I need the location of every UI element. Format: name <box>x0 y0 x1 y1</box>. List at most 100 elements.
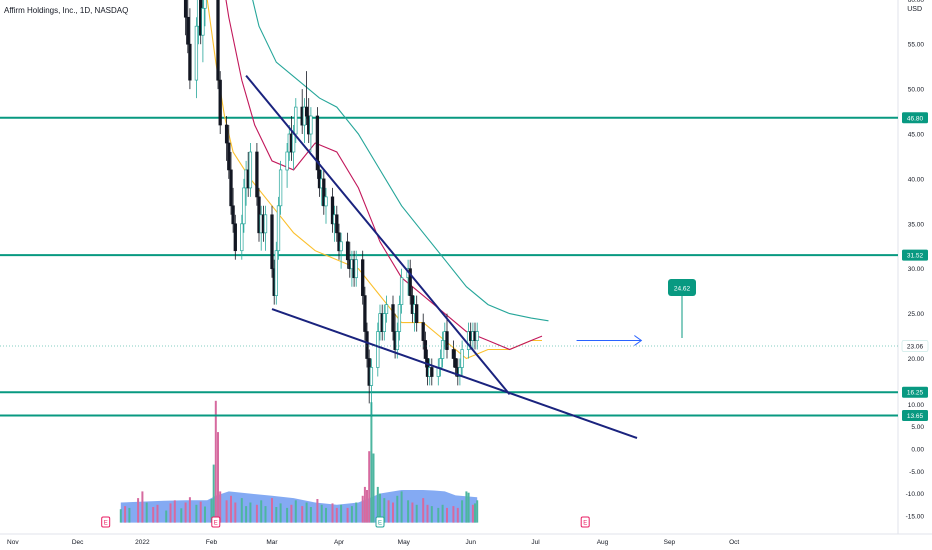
volume-bar <box>245 506 248 523</box>
candle-body <box>440 340 445 359</box>
volume-bar <box>379 493 381 523</box>
volume-tick-label: -15.00 <box>906 513 925 520</box>
volume-bar <box>476 500 479 523</box>
candle-body <box>183 0 188 18</box>
time-axis-label: 2022 <box>135 539 150 546</box>
volume-bar <box>387 500 390 523</box>
candle-body <box>339 241 343 252</box>
candle-body <box>229 169 233 207</box>
price-tick-label: 40.00 <box>908 176 925 183</box>
volume-tick-label: 10.00 <box>908 402 925 409</box>
volume-bar <box>128 507 131 523</box>
level-price-tag-label: 13.65 <box>907 413 924 420</box>
candle-body <box>354 259 358 279</box>
candle-body <box>231 205 235 225</box>
volume-bar <box>249 502 252 523</box>
candle-body <box>324 196 328 207</box>
volume-bar <box>225 500 228 523</box>
level-price-tag <box>902 410 928 421</box>
candle-body <box>233 223 237 252</box>
time-axis-label: Aug <box>597 539 609 546</box>
candle-body <box>365 331 369 359</box>
volume-bar <box>400 491 403 523</box>
volume-bar <box>217 432 219 523</box>
volume-bar <box>180 508 183 523</box>
volume-bar <box>165 510 168 523</box>
time-axis-label: Feb <box>206 539 218 546</box>
price-tick-label: 55.00 <box>908 42 925 49</box>
earnings-event-label: E <box>583 521 587 527</box>
volume-bar <box>286 507 289 523</box>
candle-body <box>248 151 253 189</box>
level-price-tag <box>902 386 928 398</box>
candle-body <box>294 106 298 135</box>
projection-arrow-head <box>634 335 643 346</box>
earnings-event-marker <box>375 516 385 528</box>
candle-body <box>397 304 402 332</box>
volume-bar <box>350 506 353 523</box>
volume-bar <box>145 502 148 523</box>
volume-bar <box>363 486 366 523</box>
moving-average-line <box>206 0 542 360</box>
candle-body <box>335 214 339 234</box>
volume-bar <box>301 506 304 523</box>
volume-bar <box>294 500 297 523</box>
volume-bar <box>199 501 202 523</box>
volume-bar <box>204 506 206 523</box>
candle-body <box>274 250 278 296</box>
candle-body <box>218 79 222 126</box>
candle-body <box>445 331 449 350</box>
volume-bar <box>141 491 144 523</box>
wedge-trendline <box>245 74 511 396</box>
volume-bar <box>173 500 176 523</box>
volume-bar <box>279 503 282 523</box>
volume-bar <box>461 500 464 523</box>
volume-bar <box>471 504 474 523</box>
volume-bar <box>392 502 394 523</box>
candle-body <box>430 367 434 377</box>
earnings-event-marker <box>211 516 221 528</box>
time-axis-label: Dec <box>72 539 84 546</box>
time-axis-label: Oct <box>729 539 739 546</box>
volume-bar <box>169 503 172 523</box>
candle-body <box>194 25 199 81</box>
volume-bar <box>124 506 127 523</box>
volume-bar <box>346 507 349 523</box>
price-tick-label: 25.00 <box>908 311 925 318</box>
volume-bar <box>119 509 122 523</box>
volume-bar <box>340 504 343 523</box>
volume-bar <box>234 502 237 523</box>
candle-body <box>278 169 283 207</box>
candle-body <box>453 358 458 368</box>
volume-bar <box>335 507 338 523</box>
volume-bar <box>260 500 263 523</box>
volume-bar <box>467 492 470 523</box>
volume-bar <box>465 491 468 523</box>
earnings-event-label: E <box>104 521 108 527</box>
candle-body <box>415 304 419 323</box>
level-price-tag <box>902 249 928 261</box>
volume-bar <box>156 504 159 523</box>
price-tick-label: 45.00 <box>908 132 925 139</box>
candle-body <box>391 304 395 332</box>
volume-tick-label: 0.00 <box>911 447 924 454</box>
volume-bar <box>372 453 375 523</box>
candle-body <box>255 151 259 198</box>
volume-bar <box>152 507 155 523</box>
volume-bar <box>396 495 399 523</box>
volume-bar <box>370 402 373 523</box>
volume-bar <box>230 495 232 523</box>
volume-bar <box>415 504 418 523</box>
candle-body <box>363 295 367 332</box>
volume-bar <box>407 500 410 523</box>
volume-bar <box>446 507 448 523</box>
volume-bar <box>184 502 187 523</box>
volume-bar <box>430 506 433 523</box>
current-price-tag <box>901 340 929 352</box>
time-axis-label: Mar <box>266 539 278 546</box>
candle-body <box>263 214 268 234</box>
volume-bar <box>290 504 293 523</box>
price-tick-label: 30.00 <box>908 266 925 273</box>
